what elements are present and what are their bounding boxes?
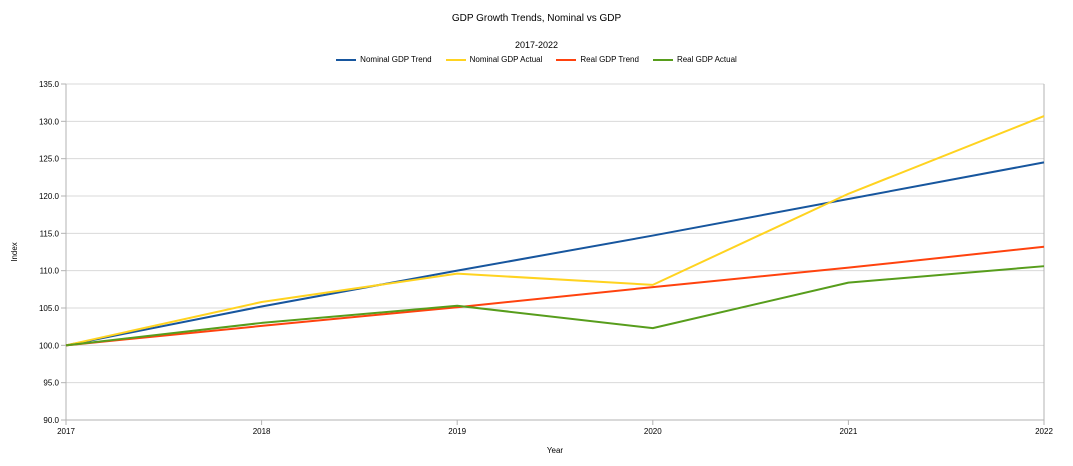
- x-axis-title: Year: [547, 446, 564, 455]
- x-tick-label: 2018: [253, 427, 271, 436]
- x-tick-label: 2022: [1035, 427, 1053, 436]
- y-tick-label: 125.0: [39, 155, 60, 164]
- legend-label: Nominal GDP Actual: [469, 55, 543, 64]
- legend-swatch-icon: [445, 58, 466, 61]
- y-tick-label: 130.0: [39, 117, 60, 126]
- legend-item: Real GDP Actual: [652, 55, 737, 64]
- legend-label: Real GDP Actual: [676, 55, 737, 64]
- x-tick-label: 2017: [57, 427, 75, 436]
- y-tick-label: 135.0: [39, 80, 60, 89]
- series-line-real-gdp-actual: [65, 265, 1045, 347]
- chart-title: GDP Growth Trends, Nominal vs GDP: [451, 13, 622, 24]
- chart-subtitle: 2017-2022: [514, 40, 559, 50]
- y-tick-label: 105.0: [39, 304, 60, 313]
- legend-item: Nominal GDP Trend: [336, 55, 432, 64]
- y-tick-label: 110.0: [40, 267, 60, 276]
- y-tick-label: 95.0: [43, 379, 59, 388]
- legend-label: Real GDP Trend: [580, 55, 639, 64]
- y-tick-label: 100.0: [39, 341, 60, 350]
- y-tick-label: 90.0: [43, 416, 59, 425]
- series-line-nominal-gdp-trend: [65, 161, 1045, 347]
- x-tick-label: 2019: [448, 427, 466, 436]
- series-line-real-gdp-trend: [65, 245, 1045, 347]
- legend-item: Nominal GDP Actual: [445, 55, 543, 64]
- legend-swatch-icon: [652, 58, 673, 61]
- y-tick-label: 115.0: [40, 229, 60, 238]
- y-axis-title: Index: [10, 242, 19, 262]
- y-tick-label: 120.0: [39, 192, 60, 201]
- legend-swatch-icon: [336, 58, 357, 61]
- series-line-nominal-gdp-actual: [65, 115, 1045, 347]
- x-tick-label: 2020: [644, 427, 662, 436]
- legend: Nominal GDP Trend Nominal GDP Actual Real …: [0, 55, 1073, 64]
- x-tick-label: 2021: [840, 427, 858, 436]
- legend-label: Nominal GDP Trend: [360, 55, 432, 64]
- legend-swatch-icon: [556, 58, 577, 61]
- legend-item: Real GDP Trend: [556, 55, 639, 64]
